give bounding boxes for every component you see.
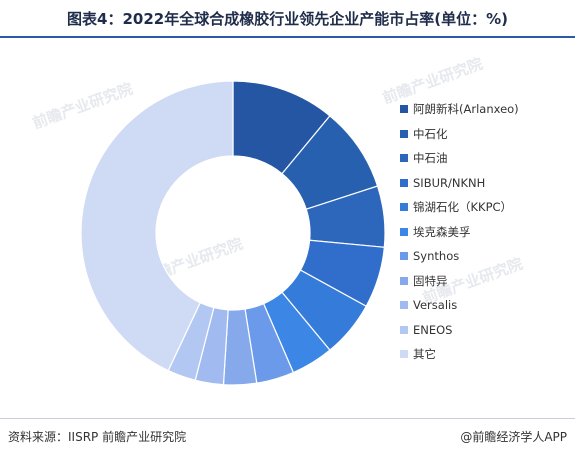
legend-item: 锦湖石化（KKPC） xyxy=(400,195,570,220)
legend-item: Versalis xyxy=(400,293,570,318)
legend-label: Synthos xyxy=(413,249,460,264)
legend-swatch xyxy=(400,105,408,114)
legend-item: 中石化 xyxy=(400,122,570,147)
footer-rule xyxy=(0,418,575,419)
source-note: 资料来源：IISRP 前瞻产业研究院 xyxy=(8,430,187,444)
brand-label: @前瞻经济学人APP xyxy=(460,430,567,444)
legend-item: 固特异 xyxy=(400,269,570,294)
legend-item: ENEOS xyxy=(400,318,570,343)
legend-swatch xyxy=(400,129,408,138)
legend-swatch xyxy=(400,350,408,359)
legend-label: 其它 xyxy=(413,347,436,362)
legend-label: 阿朗新科(Arlanxeo) xyxy=(413,102,519,117)
legend-swatch xyxy=(400,301,408,310)
legend-swatch xyxy=(400,154,408,163)
legend-swatch xyxy=(400,325,408,334)
legend-label: Versalis xyxy=(413,298,458,313)
legend-swatch xyxy=(400,252,408,261)
legend-item: 埃克森美孚 xyxy=(400,220,570,245)
legend-swatch xyxy=(400,178,408,187)
legend-label: 中石油 xyxy=(413,151,448,166)
legend-item: 中石油 xyxy=(400,146,570,171)
title-rule xyxy=(0,36,575,38)
donut-slice xyxy=(80,80,234,372)
legend-label: 固特异 xyxy=(413,273,448,288)
legend-swatch xyxy=(400,203,408,212)
legend-item: Synthos xyxy=(400,244,570,269)
legend-label: 锦湖石化（KKPC） xyxy=(413,200,513,215)
legend-swatch xyxy=(400,227,408,236)
legend-item: SIBUR/NKNH xyxy=(400,171,570,196)
legend-label: 中石化 xyxy=(413,126,448,141)
legend-label: ENEOS xyxy=(413,322,453,337)
legend-label: 埃克森美孚 xyxy=(413,224,471,239)
legend-item: 阿朗新科(Arlanxeo) xyxy=(400,97,570,122)
chart-legend: 阿朗新科(Arlanxeo) 中石化中石油 SIBUR/NKNH 锦湖石化（KKPC）… xyxy=(400,97,570,367)
legend-item: 其它 xyxy=(400,342,570,367)
chart-title: 图表4：2022年全球合成橡胶行业领先企业产能市占率(单位：%) xyxy=(67,10,508,28)
legend-swatch xyxy=(400,276,408,285)
donut-slices xyxy=(80,80,386,386)
legend-label: SIBUR/NKNH xyxy=(413,175,486,190)
